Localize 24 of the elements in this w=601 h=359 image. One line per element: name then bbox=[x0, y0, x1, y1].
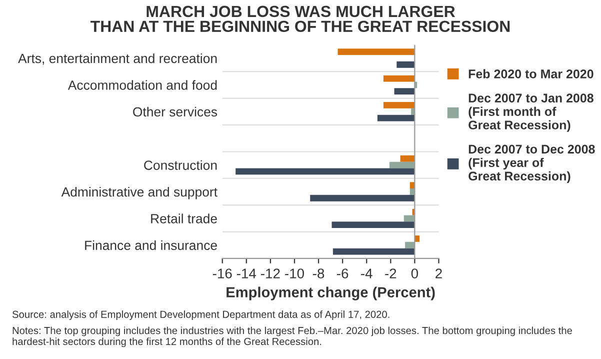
x-tick-label: -4 bbox=[361, 268, 372, 278]
y-tick-label: Arts, entertainment and recreation bbox=[18, 53, 217, 65]
legend-label: Dec 2007 to Jan 2008 (First month of Great Recession) bbox=[468, 94, 594, 132]
source-note: Source: analysis of Employment Development Department data as of April 17, 2020. bbox=[12, 310, 390, 320]
x-tick-label: -2 bbox=[385, 268, 396, 278]
x-tick-label: -14 bbox=[236, 268, 256, 278]
x-tick-label: -8 bbox=[312, 268, 324, 278]
x-tick-label: -12 bbox=[261, 268, 280, 278]
x-tick-label: 0 bbox=[411, 268, 418, 278]
x-tick-label: -10 bbox=[285, 268, 304, 278]
x-axis-title: Employment change (Percent) bbox=[226, 286, 435, 300]
y-tick-label: Retail trade bbox=[151, 214, 217, 224]
y-tick-label: Accommodation and food bbox=[68, 80, 217, 90]
x-tick-label: -6 bbox=[337, 268, 348, 278]
x-tick-label: 2 bbox=[436, 268, 442, 278]
y-tick-label: Administrative and support bbox=[61, 186, 218, 200]
text: Notes: The top grouping includes the industries with the largest Feb.–Mar. 2020 job losses. The bottom grouping includes the hardest-hit sectors during the first 12 months of the Great Recession. bbox=[12, 326, 572, 348]
x-tick-label: -16 bbox=[212, 268, 232, 278]
y-tick-label: Other services bbox=[133, 106, 218, 117]
y-tick-label: Finance and insurance bbox=[85, 240, 217, 250]
chart-title: MARCH JOB LOSS WAS MUCH LARGER THAN AT THE BEGINNING OF THE GREAT RECESSION bbox=[90, 6, 510, 32]
y-tick-label: Construction bbox=[144, 160, 217, 170]
legend-label: Dec 2007 to Dec 2008 (First year of Great Recession) bbox=[468, 144, 595, 183]
legend-label: Feb 2020 to Mar 2020 bbox=[468, 69, 594, 78]
